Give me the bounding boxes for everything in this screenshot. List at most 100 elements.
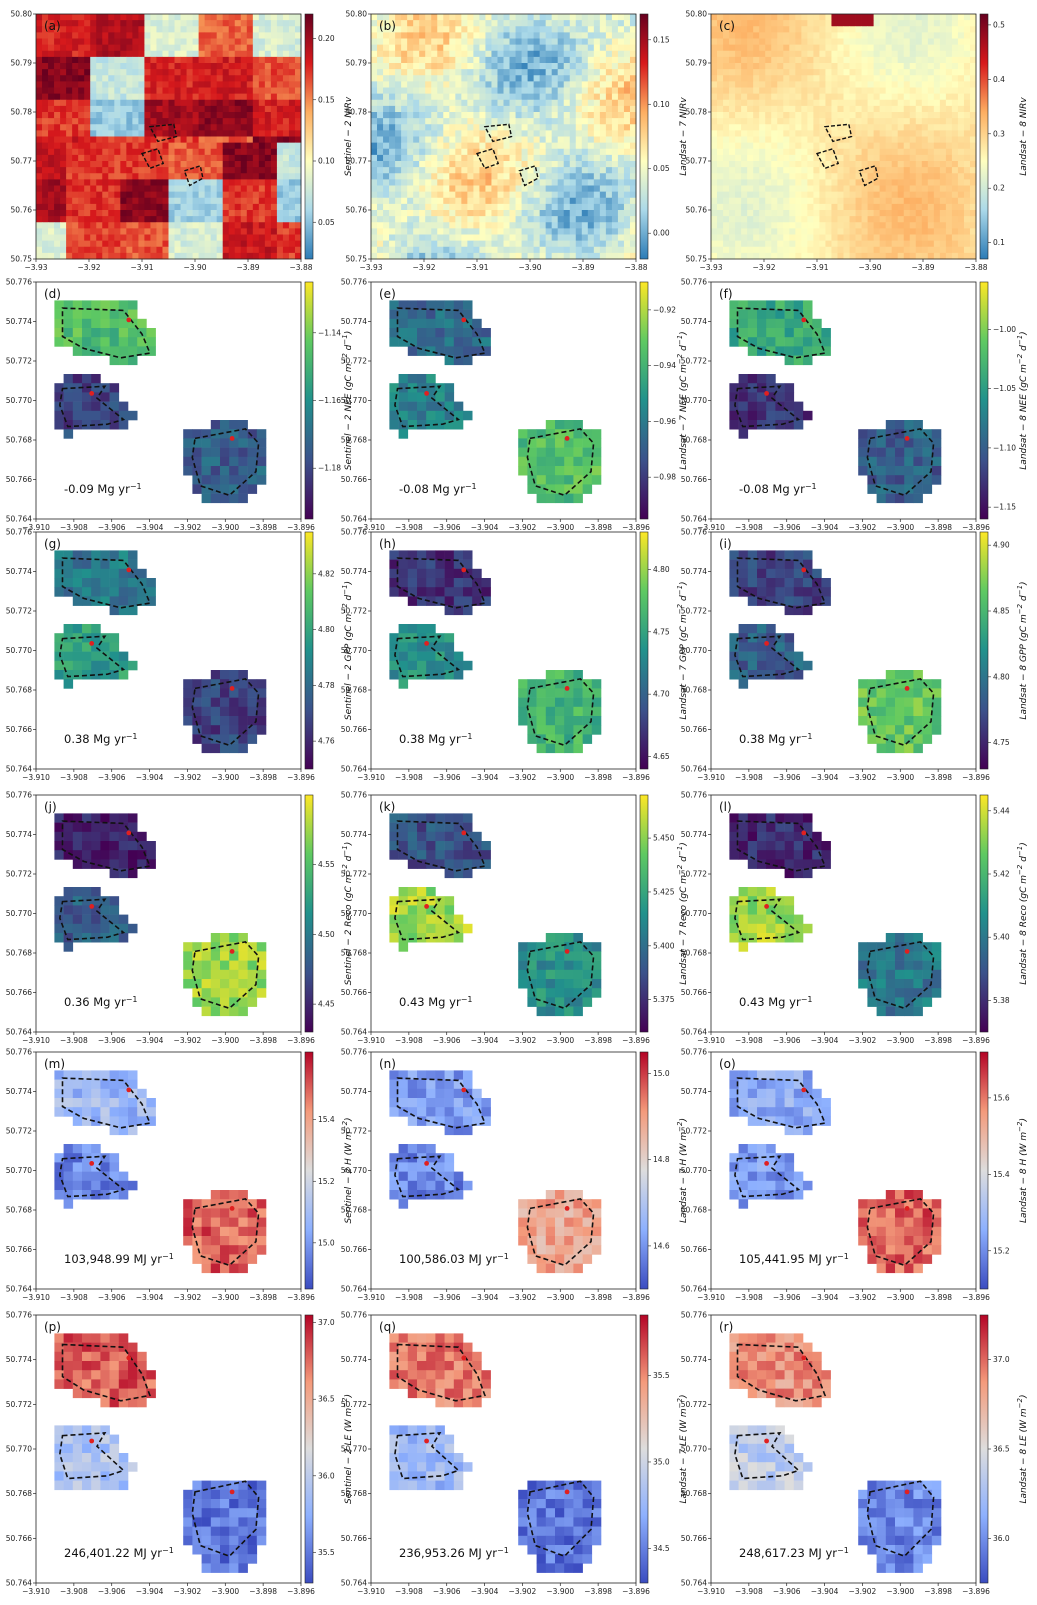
y-tick-label: 50.774 — [681, 830, 707, 839]
field-boundary — [394, 635, 461, 678]
y-tick-label: 50.764 — [341, 1579, 367, 1588]
flux-tower-point — [229, 436, 235, 441]
y-tick-label: 50.768 — [6, 686, 32, 695]
x-tick-label: −3.89 — [237, 263, 260, 272]
y-tick-label: 50.764 — [6, 1285, 32, 1294]
y-tick-label: 50.776 — [681, 1311, 707, 1320]
y-tick-label: 50.774 — [681, 1087, 707, 1096]
x-tick-label: −3.900 — [546, 523, 574, 532]
x-tick-label: −3.908 — [735, 523, 763, 532]
panel-j: 0.36 Mg yr−1 (j) −3.910 −3.908 −3.906 −3.904 −… — [6, 791, 354, 1046]
y-tick-label: 50.772 — [681, 1127, 707, 1136]
colorbar-tick-label: 0.4 — [993, 75, 1005, 84]
flux-tower-point — [564, 1206, 570, 1211]
annotation-text: 0.38 Mg yr−1 — [64, 732, 137, 747]
x-tick-label: −3.898 — [924, 773, 952, 782]
y-tick-label: 50.776 — [341, 791, 367, 800]
colorbar-tick-label: −0.94 — [653, 361, 676, 370]
heatmap-cells — [54, 550, 267, 754]
flux-tower-point — [764, 641, 769, 646]
colorbar-tick-label: 4.80 — [653, 565, 670, 574]
x-tick-label: −3.910 — [697, 1036, 725, 1045]
y-tick-label: 50.766 — [681, 988, 707, 997]
y-tick-label: 50.766 — [341, 1534, 367, 1543]
y-tick-label: 50.776 — [6, 1048, 32, 1057]
axes-frame — [35, 13, 302, 260]
colorbar-label: Landsat − 7 NEE (gC m−2 d−1) — [676, 331, 689, 469]
flux-tower-point — [126, 1355, 132, 1361]
field-boundary — [858, 165, 879, 187]
heatmap-cells — [389, 550, 602, 754]
annotation-text: 0.43 Mg yr−1 — [739, 995, 812, 1010]
y-tick-label: 50.768 — [341, 436, 367, 445]
x-tick-label: −3.902 — [849, 523, 877, 532]
colorbar-label: Landsat − 7 GPP (gC m−2 d−1) — [676, 581, 689, 719]
x-tick-label: −3.88 — [965, 263, 988, 272]
y-tick-label: 50.766 — [341, 725, 367, 734]
y-tick-label: 50.768 — [6, 949, 32, 958]
y-tick-label: 50.764 — [341, 1285, 367, 1294]
flux-tower-point — [564, 1489, 570, 1495]
field-boundary — [394, 385, 461, 428]
colorbar — [639, 794, 649, 1033]
x-tick-label: −3.910 — [697, 1293, 725, 1302]
flux-tower-point — [424, 641, 429, 646]
y-tick-label: 50.764 — [681, 1028, 707, 1037]
field-boundary — [58, 385, 126, 428]
colorbar-tick-label: 0.10 — [318, 157, 335, 166]
annotation-text: 0.36 Mg yr−1 — [64, 995, 137, 1010]
colorbar-tick-label: 0.10 — [653, 100, 670, 109]
colorbar-label: Landsat − 8 Reco (gC m−2 d−1) — [1016, 842, 1029, 985]
x-tick-label: −3.902 — [849, 1293, 877, 1302]
y-tick-label: 50.774 — [341, 567, 367, 576]
x-tick-label: −3.906 — [98, 773, 126, 782]
x-tick-label: −3.904 — [136, 523, 164, 532]
flux-tower-point — [564, 949, 570, 954]
heatmap-cells — [389, 1333, 602, 1573]
field-boundary — [736, 1077, 827, 1129]
heatmap-cells — [371, 14, 637, 260]
x-tick-label: −3.906 — [773, 1293, 801, 1302]
heatmap-cells — [729, 813, 942, 1017]
x-tick-label: −3.900 — [546, 1036, 574, 1045]
annotation-text: 100,586.03 MJ yr−1 — [399, 1252, 509, 1267]
y-tick-label: 50.78 — [11, 108, 33, 117]
x-tick-label: −3.904 — [471, 1293, 499, 1302]
x-tick-label: −3.906 — [433, 773, 461, 782]
heatmap-cells — [54, 300, 267, 504]
colorbar-tick-label: 0.3 — [993, 129, 1005, 138]
y-tick-label: 50.774 — [6, 317, 32, 326]
panel-m: 103,948.99 MJ yr−1 (m) −3.910 −3.908 −3.906 −… — [6, 1048, 354, 1303]
flux-tower-point — [89, 1161, 95, 1166]
flux-tower-point — [424, 1438, 429, 1444]
colorbar-tick-label: 5.44 — [993, 806, 1010, 815]
flux-tower-point — [229, 949, 235, 954]
panel-b: (b) −3.93 −3.92 −3.91 −3.90 −3.89 −3.88 50.80 50… — [346, 10, 689, 273]
colorbar-tick-label: 4.85 — [993, 607, 1010, 616]
y-tick-label: 50.76 — [11, 206, 33, 215]
colorbar-tick-label: 5.42 — [993, 870, 1010, 879]
colorbar-tick-label: −1.00 — [993, 325, 1016, 334]
x-tick-label: −3.908 — [60, 1293, 88, 1302]
field-boundary — [815, 147, 840, 170]
colorbar — [979, 13, 989, 260]
x-tick-label: −3.898 — [924, 523, 952, 532]
y-tick-label: 50.772 — [341, 607, 367, 616]
x-tick-label: −3.896 — [962, 773, 990, 782]
x-tick-label: −3.910 — [357, 523, 385, 532]
y-tick-label: 50.772 — [6, 870, 32, 879]
colorbar — [979, 794, 989, 1033]
colorbar-tick-label: −1.14 — [318, 328, 341, 337]
y-tick-label: 50.77 — [11, 157, 33, 166]
colorbar-tick-label: 0.2 — [993, 184, 1005, 193]
y-tick-label: 50.770 — [341, 396, 367, 405]
x-tick-label: −3.906 — [433, 1587, 461, 1596]
x-tick-label: −3.896 — [287, 523, 315, 532]
field-boundary — [61, 820, 152, 872]
colorbar — [639, 281, 649, 520]
y-tick-label: 50.764 — [681, 1285, 707, 1294]
x-tick-label: −3.904 — [471, 1587, 499, 1596]
x-tick-label: −3.896 — [287, 773, 315, 782]
colorbar-tick-label: 5.450 — [653, 834, 675, 843]
colorbar — [639, 531, 649, 770]
